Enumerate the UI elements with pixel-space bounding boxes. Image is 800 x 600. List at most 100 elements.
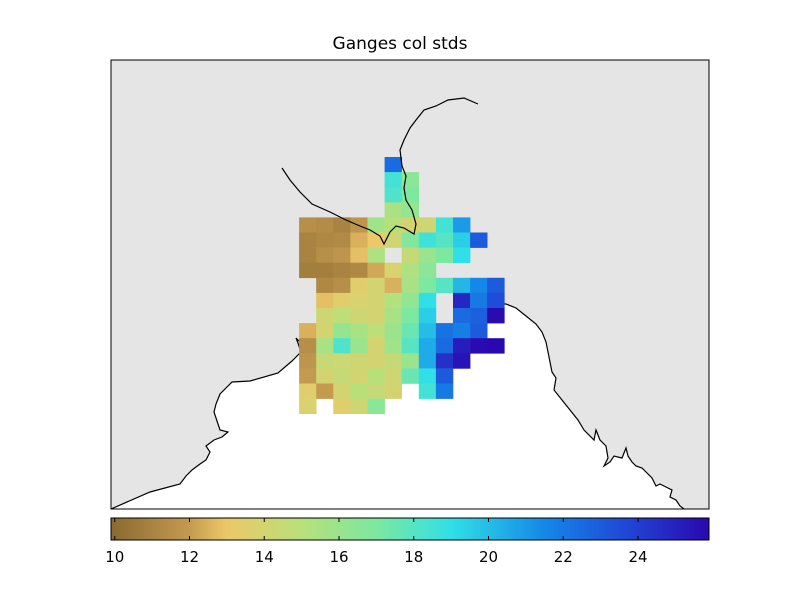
- grid-cell: [367, 247, 385, 263]
- grid-cell: [333, 277, 351, 294]
- grid-cell: [316, 262, 334, 279]
- boundary-lines: [281, 97, 479, 246]
- grid-cell: [418, 217, 437, 233]
- grid-cell: [384, 217, 402, 233]
- grid-cell: [435, 368, 454, 384]
- grid-cell: [367, 217, 385, 233]
- grid-cell: [333, 292, 351, 309]
- grid-cell: [384, 323, 402, 339]
- colorbar: [110, 517, 710, 541]
- grid-cell: [333, 353, 351, 369]
- grid-cell: [453, 232, 471, 248]
- grid-cell: [418, 292, 437, 309]
- grid-cell: [350, 247, 368, 263]
- grid-cell: [367, 308, 385, 324]
- colorbar-tick-label: 22: [554, 548, 573, 566]
- colorbar-tick-label: 20: [479, 548, 498, 566]
- grid-cell: [384, 292, 402, 309]
- grid-cell: [487, 277, 505, 294]
- grid-cell: [350, 338, 368, 354]
- grid-cell: [316, 338, 334, 354]
- grid-cell: [350, 368, 368, 384]
- grid-cell: [418, 277, 437, 294]
- grid-cell: [401, 247, 420, 263]
- grid-cell: [418, 247, 437, 263]
- grid-cell: [367, 338, 385, 354]
- colorbar-tick-label: 12: [180, 548, 199, 566]
- grid-cell: [350, 292, 368, 309]
- grid-cell: [299, 323, 317, 339]
- grid-cell: [316, 383, 334, 399]
- grid-cell: [453, 277, 471, 294]
- grid-cell: [333, 383, 351, 399]
- grid-cell: [418, 368, 437, 384]
- grid-cell: [333, 247, 351, 263]
- grid-cell: [435, 277, 454, 294]
- grid-cell: [316, 217, 334, 233]
- grid-cell: [435, 383, 454, 399]
- grid-cell: [299, 338, 317, 354]
- grid-cell: [299, 217, 317, 233]
- grid-cell: [418, 323, 437, 339]
- grid-cell: [487, 308, 505, 324]
- grid-cell: [401, 368, 420, 384]
- grid-cell: [299, 247, 317, 263]
- grid-cell: [367, 323, 385, 339]
- grid-cell: [418, 308, 437, 324]
- grid-cell: [333, 398, 351, 414]
- grid-cell: [384, 262, 402, 279]
- grid-cell: [384, 187, 402, 203]
- grid-cell: [401, 338, 420, 354]
- grid-cell: [435, 353, 454, 369]
- grid-cell: [350, 398, 368, 414]
- grid-cell: [470, 232, 488, 248]
- grid-cell: [384, 172, 402, 188]
- grid-cell: [401, 232, 420, 248]
- grid-cell: [418, 232, 437, 248]
- grid-cell: [333, 217, 351, 233]
- grid-cell: [435, 247, 454, 263]
- grid-cell: [435, 232, 454, 248]
- grid-cell: [384, 277, 402, 294]
- grid-cell: [299, 398, 317, 414]
- grid-cell: [401, 292, 420, 309]
- grid-cell: [299, 353, 317, 369]
- colorbar-ticks: 10 12 14 16 18 20 22 24: [105, 518, 648, 566]
- grid-cell: [333, 338, 351, 354]
- grid-cell: [470, 277, 488, 294]
- grid-cell: [453, 338, 471, 354]
- grid-cell: [316, 247, 334, 263]
- grid-cell: [401, 353, 420, 369]
- grid-cell: [384, 383, 402, 399]
- grid-cell: [350, 277, 368, 294]
- grid-cell: [435, 338, 454, 354]
- country-boundary-line: [281, 97, 479, 246]
- grid-cell: [453, 217, 471, 233]
- grid-cell: [350, 353, 368, 369]
- grid-cell: [367, 353, 385, 369]
- grid-cell: [401, 277, 420, 294]
- grid-cell: [384, 368, 402, 384]
- data-grid: [299, 157, 505, 414]
- grid-cell: [316, 323, 334, 339]
- grid-cell: [435, 217, 454, 233]
- grid-cell: [384, 353, 402, 369]
- grid-cell: [333, 262, 351, 279]
- grid-cell: [418, 262, 437, 279]
- grid-cell: [367, 398, 385, 414]
- grid-cell: [401, 323, 420, 339]
- grid-cell: [487, 338, 505, 354]
- colorbar-tick-label: 18: [404, 548, 423, 566]
- grid-cell: [401, 308, 420, 324]
- colorbar-tick-label: 10: [105, 548, 124, 566]
- grid-cell: [350, 232, 368, 248]
- grid-cell: [418, 383, 437, 399]
- grid-cell: [333, 308, 351, 324]
- grid-cell: [367, 292, 385, 309]
- chart-title: Ganges col stds: [332, 34, 468, 54]
- grid-cell: [453, 292, 471, 309]
- grid-cell: [418, 353, 437, 369]
- colorbar-tick-label: 16: [329, 548, 348, 566]
- grid-cell: [350, 383, 368, 399]
